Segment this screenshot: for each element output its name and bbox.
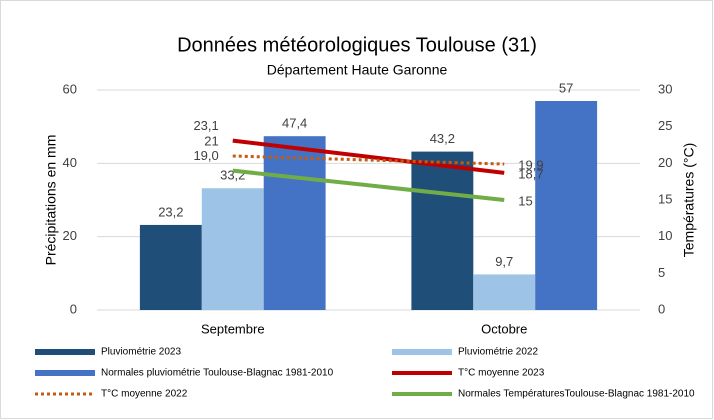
x-tick-label: Octobre [481,321,527,336]
bar [473,274,536,310]
y-tick-label: 20 [63,228,77,243]
legend-label: Normales pluviométrie Toulouse-Blagnac 1… [101,368,334,379]
y-tick-label: 40 [63,155,77,170]
y2-tick-label: 0 [658,301,665,316]
data-label: 23,1 [193,118,218,133]
line [232,138,505,175]
legend-label: T°C moyenne 2022 [101,389,188,400]
y2-axis-title: Températures (°C) [681,143,697,258]
y2-tick-label: 15 [658,191,672,206]
legend-label: Normales TempératuresToulouse-Blagnac 19… [458,389,695,400]
line [232,168,505,202]
y2-tick-label: 5 [658,265,665,280]
data-label: 19,0 [193,148,218,163]
y2-tick-label: 10 [658,228,672,243]
data-label: 19,9 [518,158,543,173]
chart-title: Données météorologiques Toulouse (31) [177,34,537,56]
bar [535,101,598,310]
legend-swatch [35,349,95,355]
legend-swatch [35,370,95,376]
data-label: 57 [559,80,573,95]
legend-swatch [392,349,452,355]
y2-tick-label: 30 [658,81,672,96]
chart-subtitle: Département Haute Garonne [267,62,448,78]
data-label: 15 [518,193,532,208]
y-tick-label: 60 [63,81,77,96]
bar [139,224,202,310]
legend-label: Pluviométrie 2023 [101,347,181,358]
y-axis-title: Précipitations en mm [43,135,59,266]
y-tick-label: 0 [70,301,77,316]
data-label: 47,4 [282,116,307,131]
legend-label: Pluviométrie 2022 [458,347,538,358]
legend-label: T°C moyenne 2023 [458,368,545,379]
bar [201,188,264,310]
data-label: 23,2 [158,204,183,219]
data-label: 18,7 [518,166,543,181]
bar [263,136,326,310]
data-label: 43,2 [430,131,455,146]
data-label: 9,7 [495,254,513,269]
bar [411,151,474,310]
x-tick-label: Septembre [201,321,265,336]
y2-tick-label: 25 [658,118,672,133]
y2-tick-label: 20 [658,155,672,170]
data-label: 21 [204,133,218,148]
